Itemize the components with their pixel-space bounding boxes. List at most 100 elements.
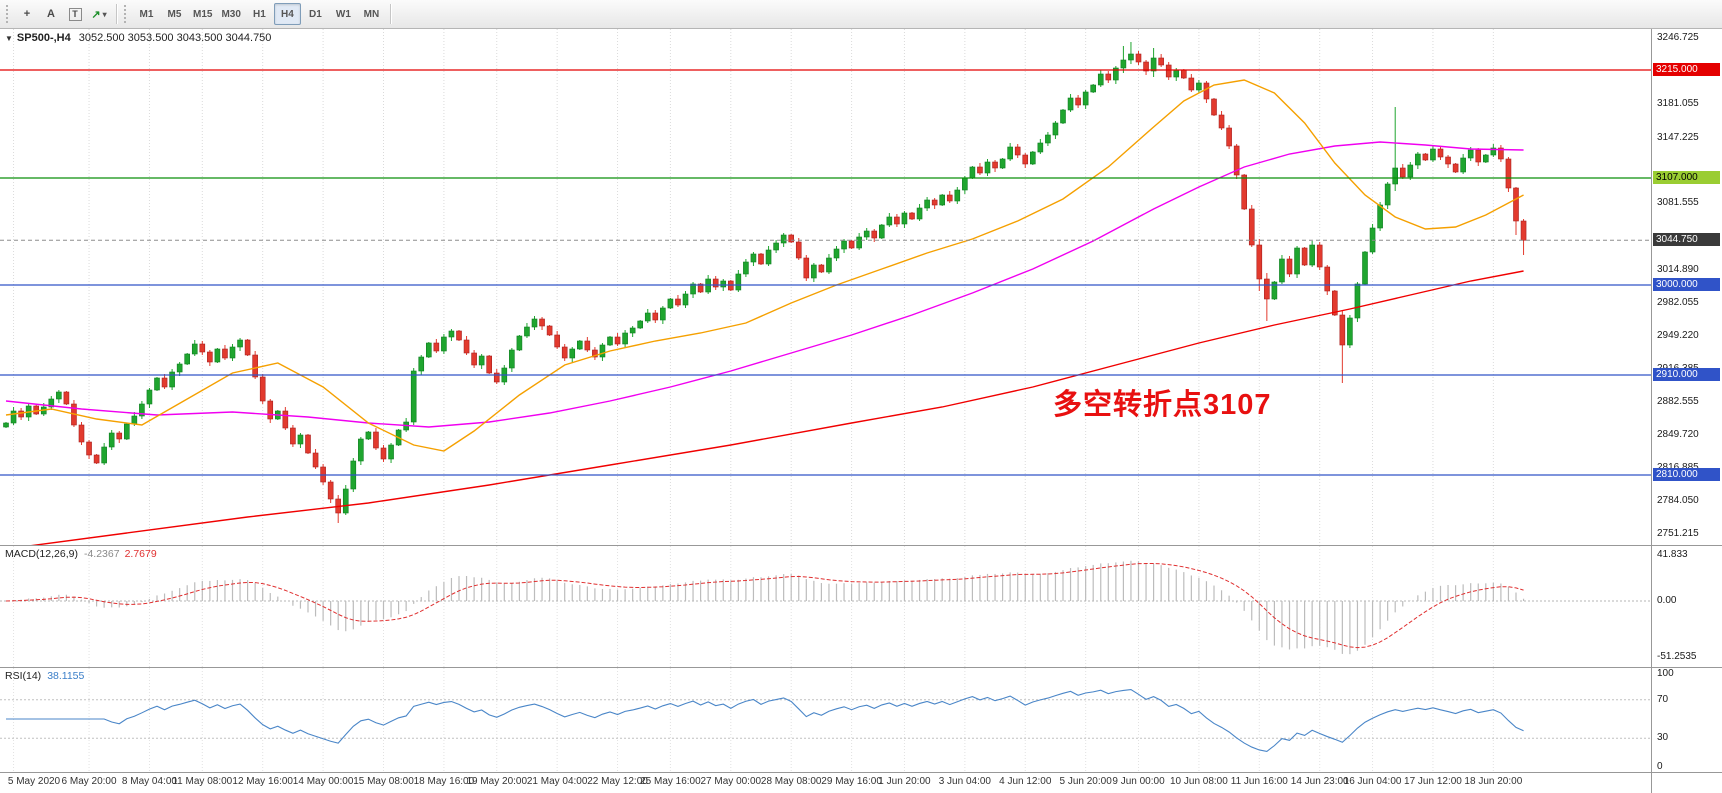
ma-medium-line	[5, 141, 1524, 428]
price-tick: 2949.220	[1657, 329, 1699, 341]
toolbar-separator	[116, 4, 117, 24]
macd-canvas[interactable]: MACD(12,26,9) -4.2367 2.7679	[0, 546, 1652, 667]
macd-signal-line	[5, 563, 1524, 649]
price-tick: 3246.725	[1657, 32, 1699, 44]
hline-price-tag: 3107.000	[1653, 171, 1720, 184]
price-tick: 3147.225	[1657, 131, 1699, 143]
time-label: 27 May 00:00	[700, 776, 762, 787]
rsi-scale[interactable]: 100 70 30 0	[1652, 668, 1722, 772]
grid-vertical-lines	[13, 546, 1494, 667]
chart-area: ▼ SP500-,H4 3052.500 3053.500 3043.500 304…	[0, 29, 1722, 793]
price-chart-svg	[0, 29, 1651, 545]
timeframe-button-mn[interactable]: MN	[358, 3, 385, 25]
time-label: 14 May 00:00	[292, 776, 354, 787]
timeframe-button-d1[interactable]: D1	[302, 3, 329, 25]
price-tick: 3181.055	[1657, 97, 1699, 109]
text-label-tool-button[interactable]: A	[39, 3, 63, 25]
time-label: 28 May 08:00	[760, 776, 822, 787]
time-label: 11 May 08:00	[172, 776, 233, 787]
price-tick: 2982.055	[1657, 296, 1699, 308]
price-scale[interactable]: 3246.725 3181.055 3147.225 3081.555 3014.890…	[1652, 29, 1722, 545]
time-label: 15 May 08:00	[353, 776, 414, 787]
macd-histogram	[12, 560, 1525, 655]
price-tick: 2751.215	[1657, 527, 1699, 539]
macd-main-value: -4.2367	[83, 548, 120, 560]
time-scale[interactable]: 5 May 2020 6 May 20:00 8 May 04:00 11 May 0…	[0, 773, 1652, 793]
macd-axis-tick: -51.2535	[1657, 651, 1697, 663]
timeframe-button-m15[interactable]: M15	[189, 3, 216, 25]
time-label: 18 Jun 20:00	[1464, 776, 1523, 787]
time-label: 25 May 16:00	[640, 776, 701, 787]
hline-price-tag: 3215.000	[1653, 63, 1720, 76]
macd-axis-tick: 0.00	[1657, 595, 1677, 606]
candlestick-series	[3, 42, 1527, 523]
main-chart-canvas[interactable]: ▼ SP500-,H4 3052.500 3053.500 3043.500 304…	[0, 29, 1652, 545]
chart-annotation-text: 多空转折点3107	[1053, 389, 1272, 421]
price-tick: 2882.555	[1657, 396, 1699, 408]
time-label: 19 May 20:00	[466, 776, 528, 787]
timeframe-button-m5[interactable]: M5	[161, 3, 188, 25]
rsi-axis-tick: 0	[1657, 761, 1663, 772]
timeframe-button-h4[interactable]: H4	[273, 3, 301, 25]
indicators-dropdown-button[interactable]: ↗ ▾	[87, 3, 111, 25]
rsi-label: RSI(14)	[5, 670, 42, 682]
time-label: 12 May 16:00	[232, 776, 293, 787]
chart-toolbar: + A T ↗ ▾ M1 M5 M15 M30 H1 H4 D1 W1 MN	[0, 0, 1722, 29]
hline-price-tag: 2910.000	[1653, 368, 1720, 381]
time-label: 29 May 16:00	[821, 776, 882, 787]
price-pane: ▼ SP500-,H4 3052.500 3053.500 3043.500 304…	[0, 29, 1722, 546]
time-label: 14 Jun 23:00	[1290, 776, 1349, 787]
hline-price-tag: 3000.000	[1653, 278, 1720, 291]
timeframe-button-w1[interactable]: W1	[330, 3, 357, 25]
price-tick: 2816.885	[1657, 462, 1699, 474]
time-label: 5 May 2020	[7, 776, 61, 787]
axis-corner	[1652, 773, 1722, 793]
price-tick: 2784.050	[1657, 494, 1699, 506]
toolbar-gripper[interactable]	[6, 5, 10, 23]
macd-title: MACD(12,26,9) -4.2367 2.7679	[5, 548, 157, 560]
time-label: 3 Jun 04:00	[938, 776, 991, 787]
time-label: 1 Jun 20:00	[878, 776, 931, 787]
grid-vertical-lines	[13, 668, 1494, 772]
macd-scale[interactable]: 41.833 0.00 -51.2535	[1652, 546, 1722, 667]
macd-axis-tick: 41.833	[1657, 548, 1688, 560]
ohlc-readout: 3052.500 3053.500 3043.500 3044.750	[78, 32, 272, 44]
rsi-axis-tick: 100	[1657, 668, 1674, 679]
macd-label: MACD(12,26,9)	[5, 548, 78, 560]
rsi-value: 38.1155	[47, 670, 85, 682]
price-tick: 2849.720	[1657, 429, 1699, 441]
timeframe-button-m30[interactable]: M30	[217, 3, 244, 25]
crosshair-tool-button[interactable]: +	[15, 3, 39, 25]
timeframe-button-m1[interactable]: M1	[133, 3, 160, 25]
price-tick: 3081.555	[1657, 197, 1699, 209]
macd-pane: MACD(12,26,9) -4.2367 2.7679 41.833 0.00 -51…	[0, 546, 1722, 668]
toolbar-gripper[interactable]	[124, 5, 128, 23]
rsi-canvas[interactable]: RSI(14) 38.1155	[0, 668, 1652, 772]
rsi-axis-tick: 30	[1657, 732, 1669, 744]
text-box-icon: T	[68, 7, 82, 21]
macd-signal-value: 2.7679	[124, 548, 157, 560]
current-price-tag: 3044.750	[1653, 233, 1720, 247]
time-label: 18 May 16:00	[413, 776, 475, 787]
rsi-axis-tick: 70	[1657, 693, 1669, 705]
time-label: 4 Jun 12:00	[999, 776, 1052, 787]
collapse-arrow-icon[interactable]: ▼	[5, 34, 13, 43]
rsi-line	[6, 688, 1524, 752]
time-label: 8 May 04:00	[121, 776, 177, 787]
rsi-svg	[0, 668, 1651, 772]
time-label: 17 Jun 12:00	[1404, 776, 1462, 787]
rsi-title: RSI(14) 38.1155	[5, 670, 84, 682]
time-axis: 5 May 2020 6 May 20:00 8 May 04:00 11 May 0…	[0, 773, 1722, 793]
indicator-arrow-icon: ↗	[91, 8, 101, 21]
caret-down-icon: ▾	[102, 9, 107, 19]
time-label: 9 Jun 00:00	[1112, 776, 1165, 787]
time-label: 10 Jun 08:00	[1169, 776, 1228, 787]
time-label: 5 Jun 20:00	[1059, 776, 1112, 787]
timeframe-button-h1[interactable]: H1	[246, 3, 273, 25]
hline-price-tag: 2810.000	[1653, 468, 1720, 481]
symbol-period-label: SP500-,H4	[16, 32, 71, 44]
time-label: 6 May 20:00	[61, 776, 117, 787]
text-box-tool-button[interactable]: T	[63, 3, 87, 25]
time-label: 22 May 12:00	[587, 776, 648, 787]
